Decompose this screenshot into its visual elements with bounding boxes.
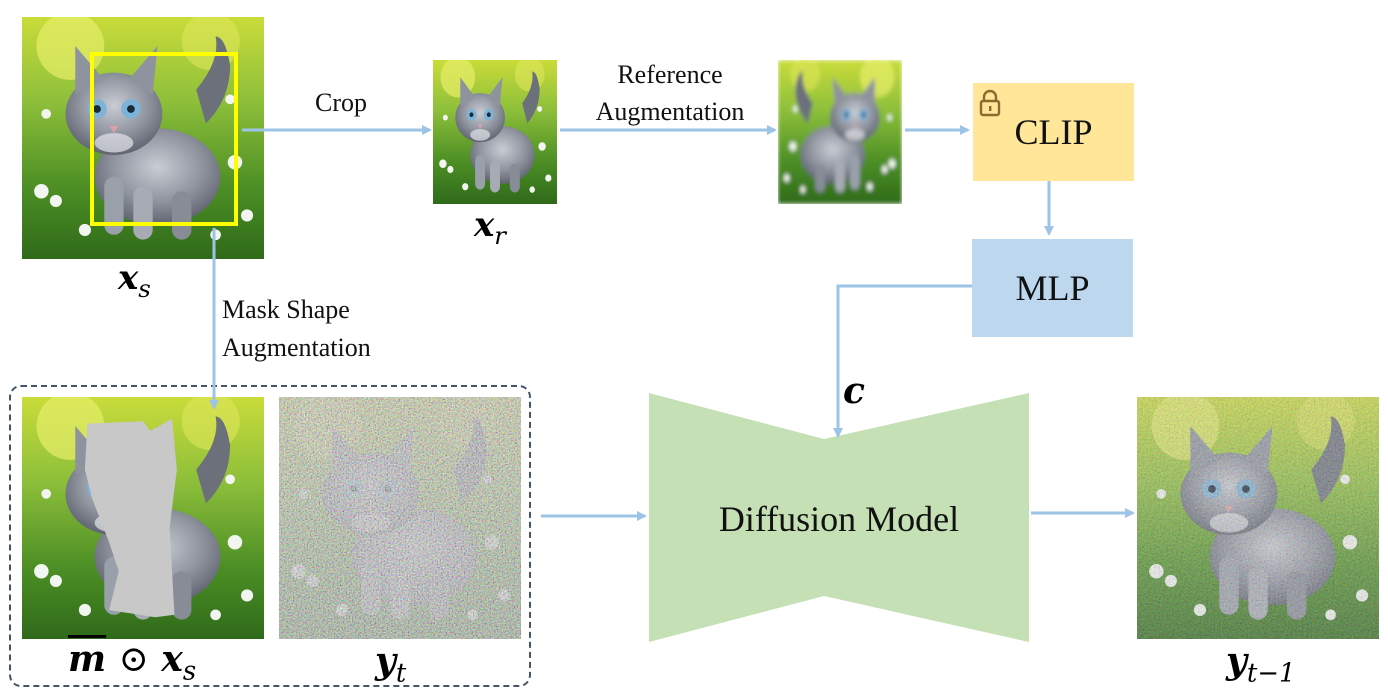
label-yt-minus-1: yt−1: [1226, 640, 1296, 689]
clip-label: CLIP: [1014, 112, 1093, 152]
masked-source-image: [22, 397, 264, 639]
output-image-yt-minus-1: [1137, 397, 1379, 639]
label-condition-c: c: [843, 370, 865, 412]
label-yt: yt: [375, 640, 407, 689]
reference-augmentation-line2: Augmentation: [595, 97, 745, 126]
mask-shape-augmentation-label: Mask Shape Augmentation: [222, 295, 371, 363]
label-xs: xs: [118, 258, 151, 303]
crop-region-box: [90, 52, 238, 226]
diffusion-model-label: Diffusion Model: [718, 499, 960, 539]
mask-shape: [84, 418, 177, 618]
reference-augmentation-label: Reference Augmentation: [578, 60, 762, 127]
reference-augmentation-line1: Reference: [617, 60, 723, 89]
diffusion-model-block: Diffusion Model: [649, 393, 1029, 642]
noisy-image-yt: [279, 397, 521, 639]
mlp-label: MLP: [1015, 268, 1090, 308]
mask-shape-augmentation-line2: Augmentation: [222, 333, 371, 362]
input-group-dashed-box: [9, 385, 531, 687]
lock-icon: [978, 88, 1002, 118]
label-xr: xr: [474, 205, 506, 250]
mask-shape-augmentation-line1: Mask Shape: [222, 295, 350, 324]
mlp-box: MLP: [972, 239, 1133, 337]
label-masked-input: m ⊙ xs: [68, 638, 197, 687]
clip-box: CLIP: [973, 83, 1134, 181]
arrow-mlp-to-diffusion: [833, 284, 972, 438]
crop-label: Crop: [315, 88, 367, 117]
